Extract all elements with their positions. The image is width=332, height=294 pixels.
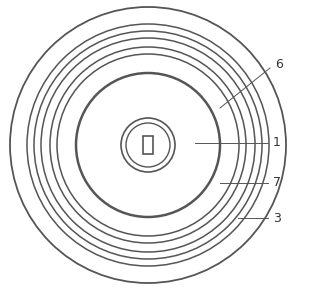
Text: 6: 6: [275, 59, 283, 71]
Bar: [143, 136, 153, 154]
Text: 1: 1: [273, 136, 281, 150]
Text: 3: 3: [273, 211, 281, 225]
Text: 7: 7: [273, 176, 281, 190]
